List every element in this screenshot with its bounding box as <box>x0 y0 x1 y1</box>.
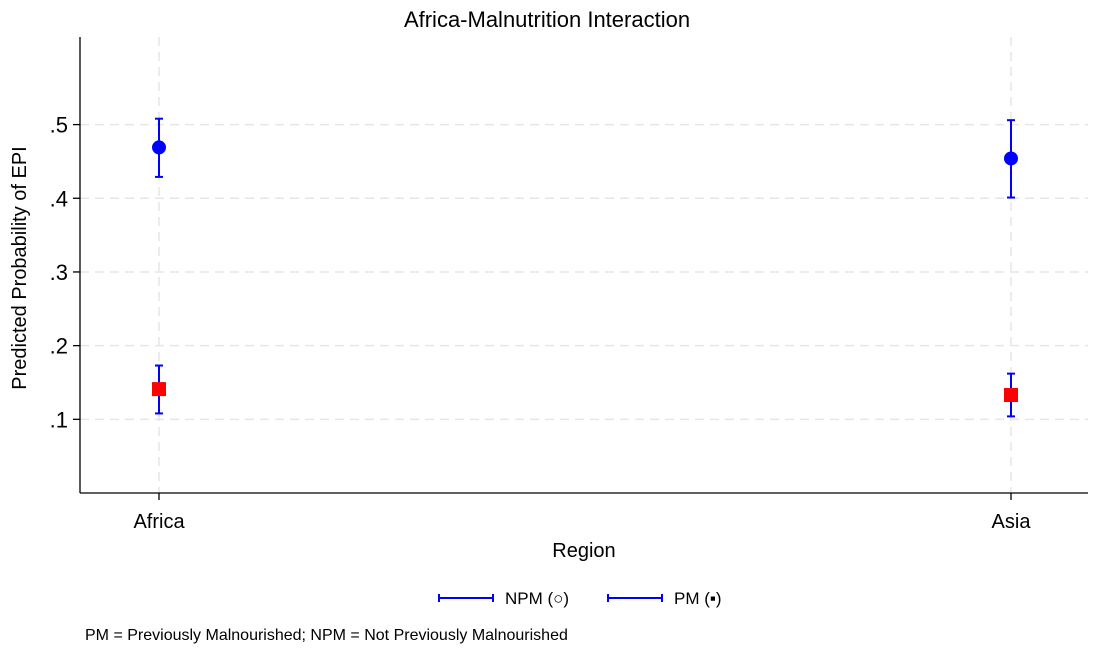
legend-label: PM (▪) <box>674 589 722 608</box>
y-tick-label: .2 <box>50 334 68 359</box>
y-tick-label: .1 <box>50 407 68 432</box>
legend-label: NPM (○) <box>505 589 569 608</box>
data-marks <box>152 117 1018 418</box>
x-axis-label: Region <box>552 540 615 562</box>
data-point-circle <box>1004 151 1018 166</box>
x-tick-label: Asia <box>992 511 1032 533</box>
y-tick-label: .4 <box>50 186 68 211</box>
gridlines <box>80 37 1088 493</box>
data-point-square <box>152 382 166 397</box>
chart-title: Africa-Malnutrition Interaction <box>404 7 690 32</box>
data-point-circle <box>152 140 166 155</box>
x-ticks: Africa Asia <box>133 493 1031 533</box>
y-axis-label: Predicted Probability of EPI <box>9 146 31 389</box>
data-point-square <box>1004 388 1018 403</box>
y-ticks: .1 .2 .3 .4 .5 <box>50 113 80 432</box>
x-tick-label: Africa <box>133 511 185 533</box>
y-tick-label: .3 <box>50 260 68 285</box>
footnote: PM = Previously Malnourished; NPM = Not … <box>85 627 568 644</box>
y-tick-label: .5 <box>50 113 68 138</box>
legend: NPM (○) PM (▪) <box>438 589 722 608</box>
